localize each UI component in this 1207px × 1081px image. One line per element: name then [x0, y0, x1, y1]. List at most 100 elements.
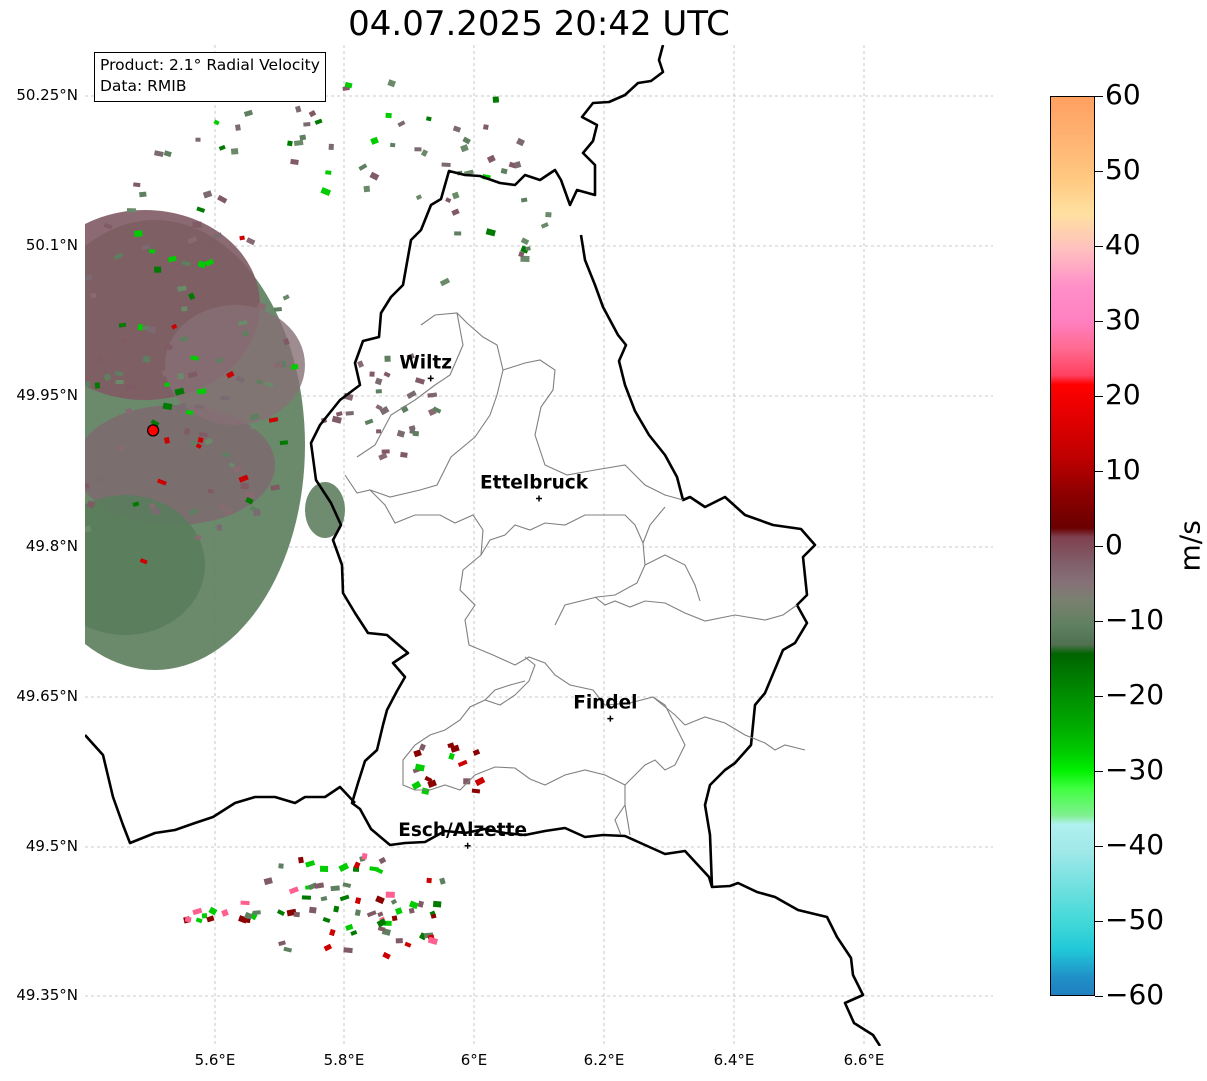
echo-pixel — [288, 886, 299, 895]
echo-pixel — [217, 194, 228, 204]
lon-tick-label: 5.8°E — [323, 1051, 365, 1069]
echo-pixel — [153, 150, 164, 157]
echo-pixel — [376, 429, 382, 434]
echo-pixel — [344, 81, 353, 89]
echo-pixel — [424, 775, 433, 783]
echo-pixel — [195, 443, 202, 449]
echo-pixel — [345, 411, 354, 416]
echo-pixel — [149, 503, 155, 509]
colorbar-tick-label: 0 — [1105, 528, 1123, 561]
echo-pixel — [167, 255, 177, 263]
colorbar-tick-mark — [1095, 921, 1103, 922]
echo-pixel — [250, 422, 261, 429]
echo-pixel — [118, 445, 125, 452]
echo-pixel — [308, 906, 317, 914]
radar-echoes — [85, 79, 552, 960]
echo-pixel — [184, 916, 192, 923]
lat-tick-label: 49.95°N — [16, 386, 78, 404]
colorbar-tick-mark — [1095, 696, 1103, 697]
echo-pixel — [177, 372, 185, 380]
echo-pixel — [381, 449, 390, 454]
echo-pixel — [243, 109, 254, 117]
echo-pixel — [197, 437, 204, 444]
echo-pixel — [338, 862, 350, 872]
echo-pixel — [126, 208, 136, 213]
echo-pixel — [208, 906, 218, 916]
echo-pixel — [354, 897, 362, 905]
echo-pixel — [278, 863, 284, 869]
echo-pixel — [339, 894, 350, 902]
echo-pixel — [323, 943, 333, 952]
echo-pixel — [257, 302, 267, 311]
echo-pixel — [320, 187, 332, 197]
echo-pixel — [545, 212, 552, 218]
echo-pixel — [164, 382, 170, 387]
echo-pixel — [421, 787, 430, 795]
echo-pixel — [319, 865, 329, 872]
echo-pixel — [376, 918, 387, 928]
echo-pixel — [516, 137, 525, 147]
echo-pixel — [357, 360, 365, 368]
echo-pixel — [276, 909, 285, 916]
echo-pixel — [114, 371, 124, 377]
colorbar-tick-label: 60 — [1105, 78, 1141, 111]
echo-pixel — [192, 907, 203, 916]
city-cross-icon — [607, 715, 614, 722]
echo-pixel — [369, 866, 379, 872]
colorbar-tick-mark — [1095, 246, 1103, 247]
echo-pixel — [228, 462, 235, 468]
echo-pixel — [400, 404, 409, 414]
echo-pixel — [204, 258, 215, 267]
lon-tick-label: 5.6°E — [194, 1051, 236, 1069]
colorbar-tick-mark — [1095, 621, 1103, 622]
echo-pixel — [485, 228, 496, 237]
city-marker: Wiltz — [399, 352, 452, 382]
echo-pixel — [85, 525, 92, 533]
city-label: Wiltz — [399, 352, 452, 373]
echo-pixel — [471, 788, 481, 794]
echo-pixel — [264, 381, 274, 388]
echo-pixel — [430, 392, 438, 398]
echo-pixel — [370, 136, 379, 145]
echo-pixel — [196, 206, 206, 213]
echo-pixel — [125, 407, 133, 415]
radar-map[interactable]: Wiltz Ettelbruck Findel Esch/Alzette — [85, 45, 993, 1046]
city-label: Findel — [573, 693, 637, 714]
echo-pixel — [183, 427, 191, 436]
echo-pixel — [94, 382, 101, 389]
echo-pixel — [240, 900, 250, 906]
lat-tick-label: 49.35°N — [16, 986, 78, 1004]
echo-pixel — [220, 395, 230, 401]
echo-pixel — [314, 882, 325, 889]
map-title: 04.07.2025 20:42 UTC — [348, 4, 730, 44]
echo-pixel — [322, 917, 331, 924]
echo-pixel — [148, 248, 156, 254]
echo-pixel — [382, 951, 391, 960]
echo-pixel — [207, 488, 215, 494]
echo-pixel — [221, 909, 229, 917]
echo-pixel — [366, 910, 377, 918]
colorbar-tick-label: −50 — [1105, 903, 1165, 936]
echo-pixel — [414, 377, 426, 385]
echo-pixel — [427, 779, 437, 789]
city-marker: Ettelbruck — [480, 472, 589, 502]
colorbar-tick-mark — [1095, 471, 1103, 472]
echo-pixel — [174, 387, 185, 396]
velocity-colorbar — [1050, 96, 1095, 996]
echo-pixel — [273, 306, 282, 312]
city-cross-icon — [536, 495, 542, 502]
colorbar-tick-label: −40 — [1105, 828, 1165, 861]
echo-pixel — [412, 430, 420, 437]
echo-pixel — [90, 292, 97, 299]
echo-pixel — [196, 388, 207, 395]
echo-pixel — [308, 109, 317, 118]
echo-pixel — [194, 534, 202, 541]
city-cross-icon — [427, 375, 434, 382]
echo-pixel — [379, 406, 390, 416]
echo-pixel — [154, 266, 162, 273]
echo-pixel — [163, 150, 172, 158]
echo-pixel — [500, 168, 508, 175]
canton-boundaries — [344, 312, 806, 836]
echo-pixel — [361, 853, 368, 860]
echo-pixel — [142, 355, 151, 363]
